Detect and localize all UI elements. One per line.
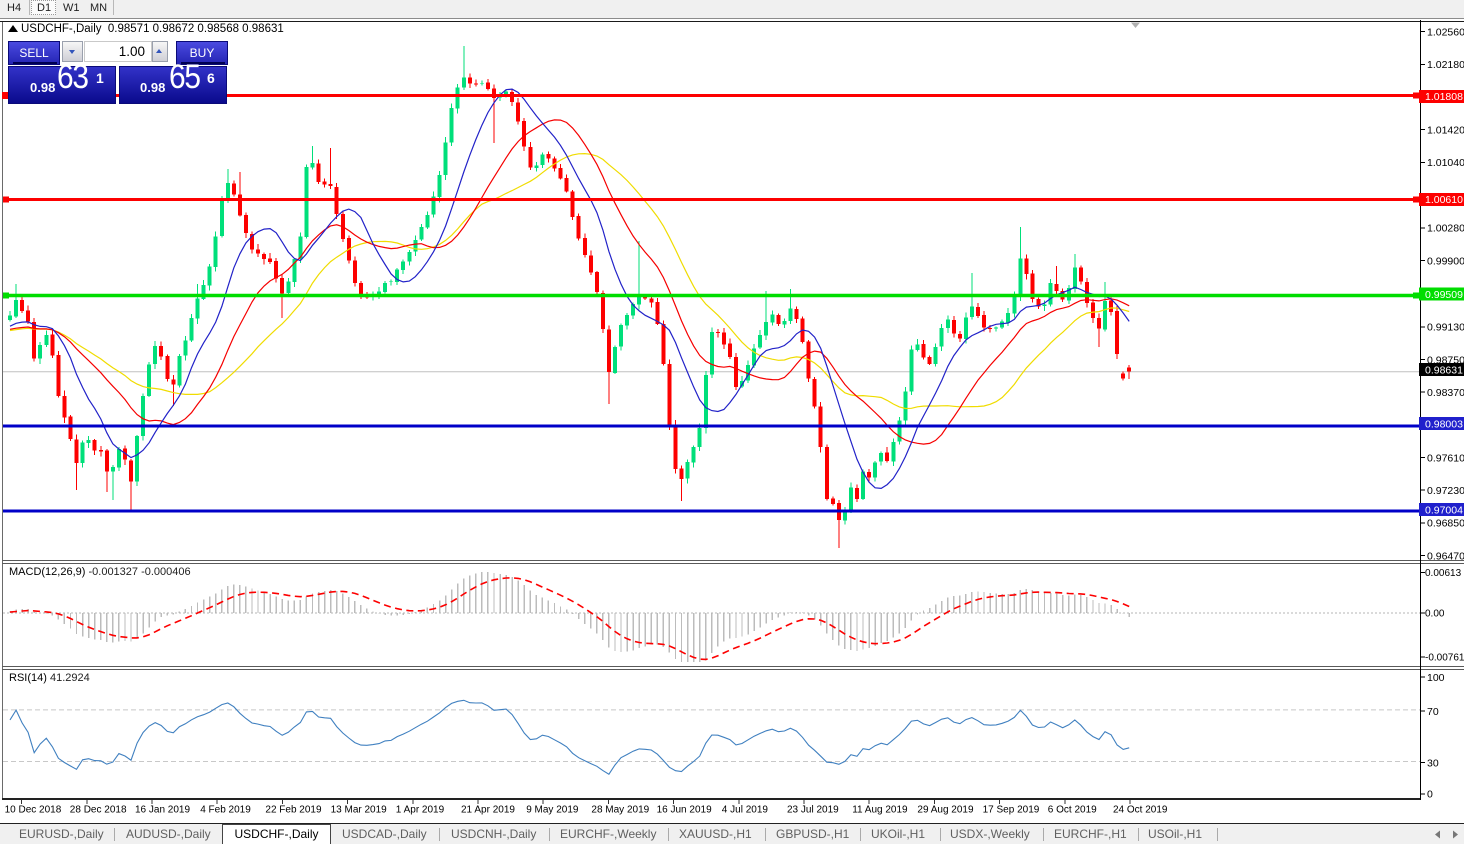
svg-text:22 Feb 2019: 22 Feb 2019 [265, 805, 322, 816]
svg-text:1.02560: 1.02560 [1427, 26, 1464, 38]
svg-text:16 Jan 2019: 16 Jan 2019 [135, 805, 190, 816]
svg-text:1.01420: 1.01420 [1427, 125, 1464, 137]
svg-text:11 Aug 2019: 11 Aug 2019 [852, 805, 908, 816]
svg-text:0.97610: 0.97610 [1427, 452, 1464, 464]
svg-text:0.98003: 0.98003 [1425, 419, 1463, 431]
svg-text:4 Feb 2019: 4 Feb 2019 [200, 805, 251, 816]
svg-text:0.00: 0.00 [1425, 608, 1445, 619]
svg-text:0.97004: 0.97004 [1425, 505, 1463, 517]
svg-text:29 Aug 2019: 29 Aug 2019 [917, 805, 974, 816]
svg-text:16 Jun 2019: 16 Jun 2019 [657, 805, 712, 816]
svg-text:0.98370: 0.98370 [1427, 387, 1464, 399]
svg-text:-0.007612: -0.007612 [1425, 653, 1464, 664]
svg-text:0: 0 [1427, 789, 1433, 801]
svg-text:13 Mar 2019: 13 Mar 2019 [331, 805, 388, 816]
svg-text:30: 30 [1427, 757, 1439, 769]
svg-text:9 May 2019: 9 May 2019 [526, 805, 579, 816]
svg-text:1.01040: 1.01040 [1427, 157, 1464, 169]
svg-text:0.97230: 0.97230 [1427, 485, 1464, 497]
svg-text:0.99509: 0.99509 [1425, 289, 1463, 301]
svg-text:23 Jul 2019: 23 Jul 2019 [787, 805, 839, 816]
svg-text:4 Jul 2019: 4 Jul 2019 [722, 805, 769, 816]
svg-text:24 Oct 2019: 24 Oct 2019 [1113, 805, 1168, 816]
svg-text:100: 100 [1427, 672, 1445, 684]
svg-text:70: 70 [1427, 706, 1439, 718]
svg-text:17 Sep 2019: 17 Sep 2019 [983, 805, 1040, 816]
svg-text:0.96470: 0.96470 [1427, 550, 1464, 562]
svg-text:0.00613: 0.00613 [1425, 568, 1462, 579]
svg-text:6 Oct 2019: 6 Oct 2019 [1048, 805, 1097, 816]
svg-text:10 Dec 2018: 10 Dec 2018 [5, 805, 62, 816]
svg-text:1.00610: 1.00610 [1425, 194, 1463, 206]
svg-text:1.00280: 1.00280 [1427, 223, 1464, 235]
svg-text:1 Apr 2019: 1 Apr 2019 [396, 805, 445, 816]
svg-text:28 May 2019: 28 May 2019 [591, 805, 649, 816]
svg-text:0.98631: 0.98631 [1425, 365, 1463, 377]
svg-text:0.96850: 0.96850 [1427, 518, 1464, 530]
svg-text:1.02180: 1.02180 [1427, 59, 1464, 71]
svg-text:28 Dec 2018: 28 Dec 2018 [70, 805, 127, 816]
svg-text:0.99900: 0.99900 [1427, 255, 1464, 267]
svg-text:1.01808: 1.01808 [1425, 91, 1463, 103]
svg-text:21 Apr 2019: 21 Apr 2019 [461, 805, 515, 816]
svg-text:0.99130: 0.99130 [1427, 322, 1464, 334]
